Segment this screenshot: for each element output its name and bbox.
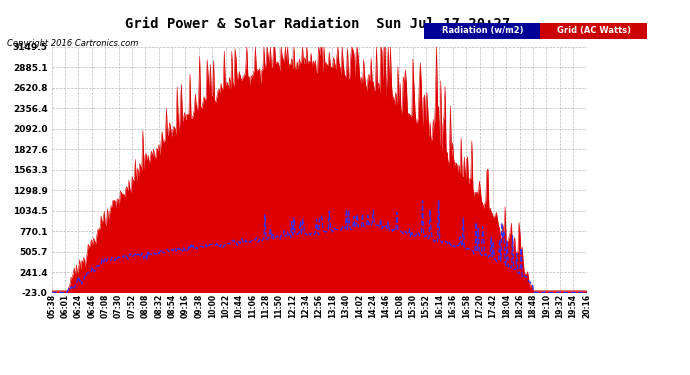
Text: Grid Power & Solar Radiation  Sun Jul 17 20:27: Grid Power & Solar Radiation Sun Jul 17 … [125,17,510,31]
Text: Copyright 2016 Cartronics.com: Copyright 2016 Cartronics.com [7,39,138,48]
Text: Radiation (w/m2): Radiation (w/m2) [442,26,523,36]
Text: Grid (AC Watts): Grid (AC Watts) [557,26,631,36]
